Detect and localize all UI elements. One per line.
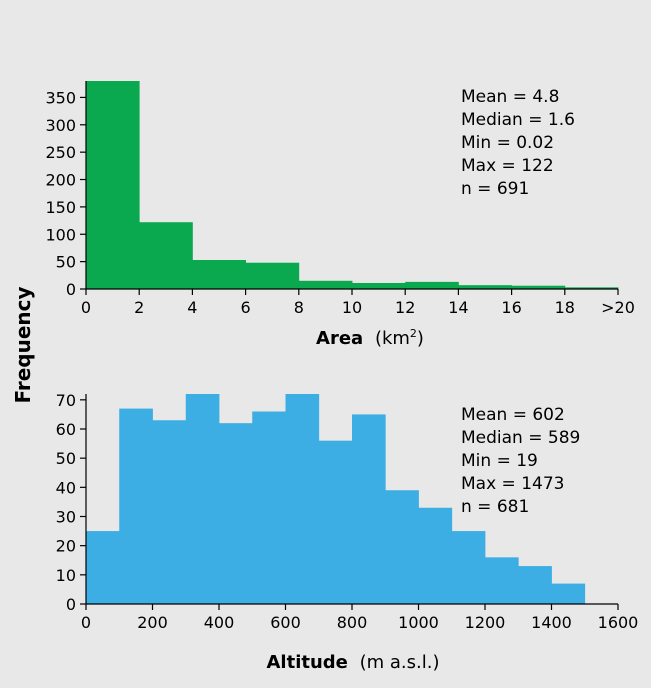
- area-bar: [86, 81, 140, 289]
- altitude-y-ticks: 0 10 20 30 40 50 60 70: [56, 391, 86, 614]
- altitude-y-tick-label: 30: [56, 508, 76, 527]
- altitude-x-tick-label: 1400: [531, 613, 572, 632]
- area-x-tick-label: 10: [342, 298, 362, 317]
- area-y-ticks: 0 50 100 150 200 250 300 350: [45, 88, 86, 299]
- area-x-tick-label: >20: [601, 298, 635, 317]
- area-histogram: 0 50 100 150 200 250 300 350 0 2 4 6 8 10 12 14 16 18 >20…: [45, 81, 635, 349]
- area-x-ticks: 0 2 4 6 8 10 12 14 16 18 >20: [81, 289, 635, 317]
- altitude-bar: [285, 394, 320, 604]
- area-bar: [298, 280, 353, 289]
- altitude-stat-n: n = 681: [461, 497, 529, 517]
- area-x-axis-label: Area (km2): [316, 327, 424, 349]
- area-stat-median: Median = 1.6: [461, 110, 575, 130]
- altitude-bar: [551, 583, 586, 604]
- altitude-bar: [451, 531, 486, 604]
- area-x-tick-label: 12: [395, 298, 415, 317]
- altitude-bar: [185, 394, 220, 604]
- area-y-tick-label: 100: [45, 225, 76, 244]
- altitude-bars: [86, 394, 586, 604]
- altitude-bar: [86, 531, 120, 604]
- altitude-stat-mean: Mean = 602: [461, 405, 565, 425]
- area-bar: [352, 282, 406, 289]
- altitude-y-tick-label: 70: [56, 391, 76, 410]
- area-bar: [139, 222, 193, 289]
- altitude-bar: [152, 420, 187, 604]
- area-y-tick-label: 0: [66, 280, 76, 299]
- area-bar: [405, 281, 459, 289]
- altitude-bar: [418, 507, 453, 604]
- area-stats-box: Mean = 4.8 Median = 1.6 Min = 0.02 Max =…: [461, 87, 575, 199]
- altitude-y-tick-label: 0: [66, 595, 76, 614]
- area-stat-mean: Mean = 4.8: [461, 87, 559, 107]
- altitude-bar: [318, 440, 353, 604]
- area-x-tick-label: 16: [501, 298, 521, 317]
- altitude-x-tick-label: 1600: [598, 613, 639, 632]
- altitude-stat-median: Median = 589: [461, 428, 580, 448]
- altitude-x-axis-label: Altitude (m a.s.l.): [267, 652, 440, 673]
- altitude-bar: [352, 414, 386, 604]
- altitude-x-tick-label: 200: [137, 613, 168, 632]
- altitude-y-tick-label: 60: [56, 420, 76, 439]
- altitude-x-tick-label: 600: [270, 613, 301, 632]
- altitude-bar: [485, 557, 519, 604]
- area-axes: [85, 81, 618, 290]
- area-y-tick-label: 50: [56, 253, 76, 272]
- area-x-tick-label: 6: [241, 298, 251, 317]
- area-x-tick-label: 18: [555, 298, 575, 317]
- altitude-x-tick-label: 800: [337, 613, 368, 632]
- altitude-stat-min: Min = 19: [461, 451, 538, 471]
- area-x-tick-label: 2: [134, 298, 144, 317]
- altitude-x-tick-label: 0: [81, 613, 91, 632]
- area-y-tick-label: 300: [45, 116, 76, 135]
- altitude-y-tick-label: 50: [56, 449, 76, 468]
- altitude-x-tick-label: 400: [204, 613, 235, 632]
- area-y-tick-label: 250: [45, 143, 76, 162]
- area-bar: [192, 259, 246, 289]
- area-y-tick-label: 150: [45, 198, 76, 217]
- area-bar: [511, 285, 566, 289]
- area-bar: [458, 285, 512, 289]
- area-x-tick-label: 0: [81, 298, 91, 317]
- area-y-tick-label: 200: [45, 171, 76, 190]
- area-bar: [245, 262, 300, 289]
- altitude-stats-box: Mean = 602 Median = 589 Min = 19 Max = 1…: [461, 405, 580, 517]
- area-y-tick-label: 350: [45, 88, 76, 107]
- area-stat-n: n = 691: [461, 179, 529, 199]
- altitude-axes: [85, 394, 618, 605]
- altitude-y-tick-label: 20: [56, 537, 76, 556]
- y-axis-label: Frequency: [11, 286, 35, 403]
- area-stat-min: Min = 0.02: [461, 133, 554, 153]
- area-bar: [564, 287, 619, 289]
- altitude-y-tick-label: 40: [56, 478, 76, 497]
- area-bars: [86, 81, 619, 289]
- altitude-stat-max: Max = 1473: [461, 474, 564, 494]
- altitude-histogram: 0 10 20 30 40 50 60 70 0 200 400 600 800 1000 1200 140…: [56, 391, 639, 673]
- altitude-y-tick-label: 10: [56, 566, 76, 585]
- altitude-bar: [219, 423, 253, 604]
- altitude-bar: [119, 408, 153, 604]
- altitude-bar: [385, 490, 419, 604]
- area-x-tick-label: 8: [294, 298, 304, 317]
- area-x-tick-label: 4: [187, 298, 197, 317]
- area-stat-max: Max = 122: [461, 156, 554, 176]
- altitude-x-tick-label: 1200: [465, 613, 506, 632]
- altitude-bar: [252, 411, 286, 604]
- altitude-x-tick-label: 1000: [398, 613, 439, 632]
- altitude-x-ticks: 0 200 400 600 800 1000 1200 1400 1600: [81, 604, 638, 632]
- area-x-tick-label: 14: [448, 298, 468, 317]
- altitude-bar: [518, 566, 552, 604]
